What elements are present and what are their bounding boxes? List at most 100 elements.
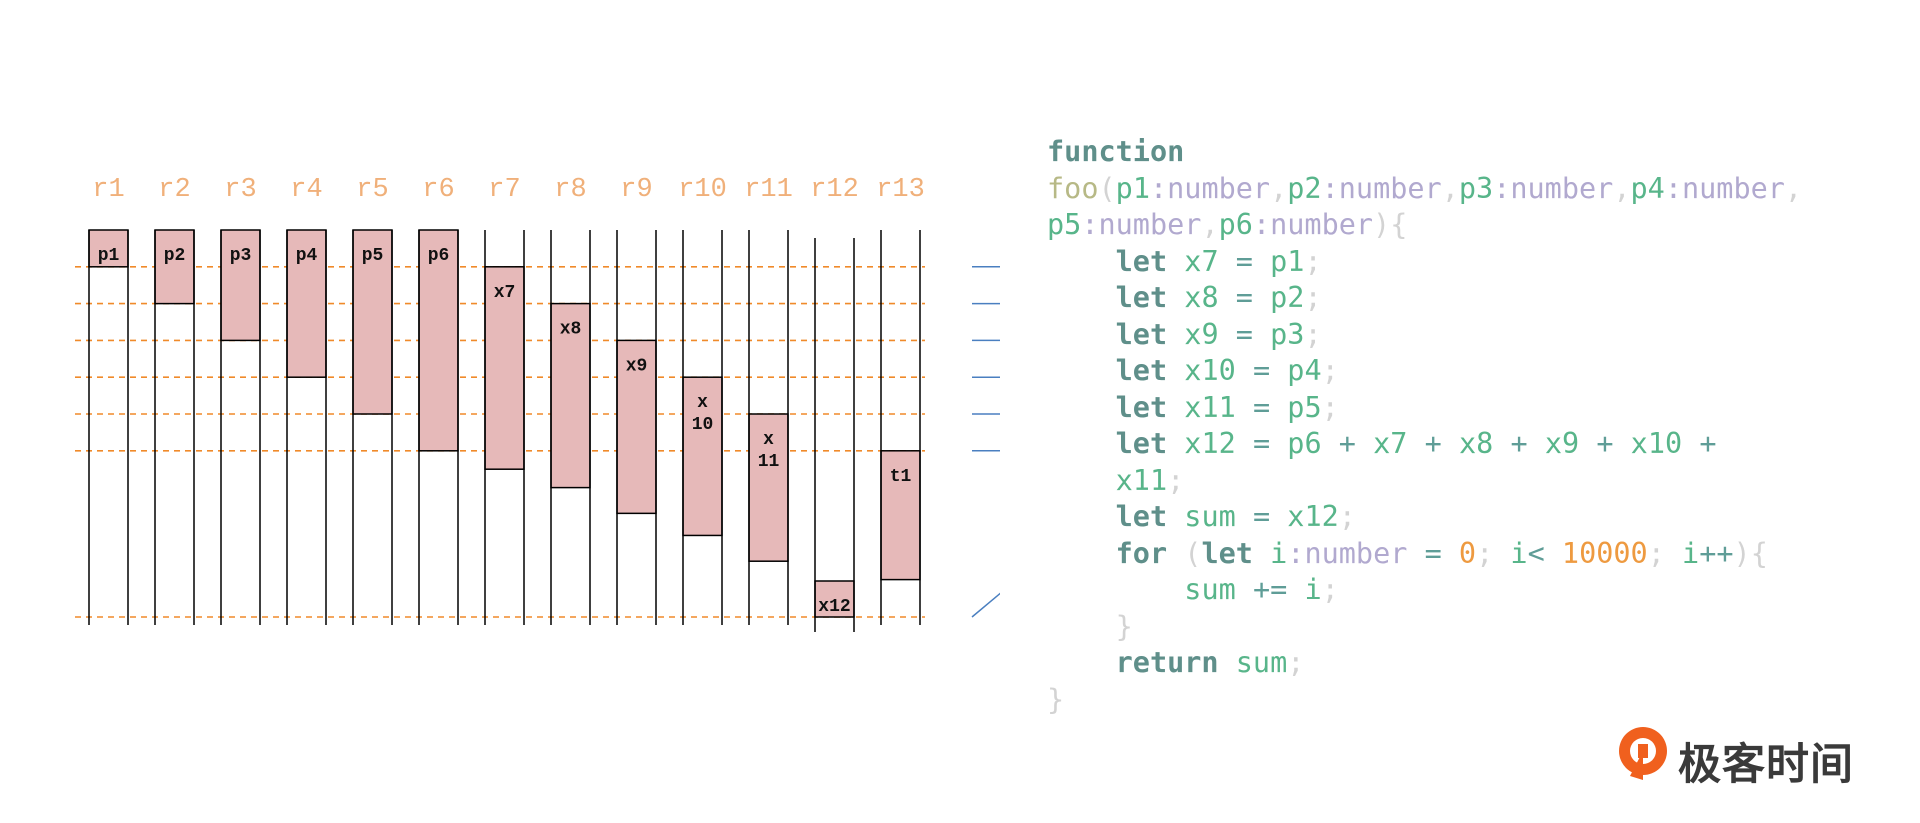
code-token bbox=[1167, 281, 1184, 314]
code-token: = bbox=[1235, 244, 1253, 278]
brand-name: 极客时间 bbox=[1678, 740, 1854, 790]
code-token: x11 bbox=[1184, 390, 1236, 424]
code-token: = bbox=[1235, 317, 1253, 351]
code-line: let sum = x12; bbox=[1047, 499, 1802, 536]
code-line: let x8 = p2; bbox=[1047, 280, 1802, 317]
variable-label-6: x7 bbox=[494, 283, 516, 303]
code-token: = bbox=[1252, 500, 1271, 533]
code-token: sum bbox=[1184, 573, 1236, 606]
code-token bbox=[1047, 281, 1116, 314]
code-line: for (let i:number = 0; i< 10000; i++){ bbox=[1047, 536, 1802, 573]
code-token bbox=[1167, 427, 1184, 460]
code-token: ; bbox=[1321, 354, 1339, 387]
code-token bbox=[1253, 318, 1270, 351]
code-token: ; bbox=[1167, 463, 1185, 497]
code-token: x7 bbox=[1373, 427, 1408, 460]
code-token: ; bbox=[1321, 573, 1339, 606]
live-range-box bbox=[286, 229, 327, 378]
code-token: p1 bbox=[1115, 171, 1150, 205]
code-token: , bbox=[1201, 208, 1219, 241]
code-token: + bbox=[1338, 427, 1356, 460]
variable-label-4: p5 bbox=[362, 246, 384, 266]
code-token: foo bbox=[1047, 171, 1099, 205]
register-label-r10: r10 bbox=[678, 175, 727, 205]
code-token bbox=[1442, 427, 1459, 460]
code-token: p4 bbox=[1287, 354, 1322, 387]
code-token bbox=[1219, 245, 1236, 278]
code-line: let x11 = p5; bbox=[1047, 390, 1802, 427]
code-token: ){ bbox=[1733, 536, 1768, 570]
code-token: i bbox=[1304, 573, 1322, 606]
code-token bbox=[1219, 318, 1236, 351]
code-token: let bbox=[1115, 500, 1168, 533]
code-token: + bbox=[1596, 427, 1614, 460]
code-token: let bbox=[1115, 244, 1168, 278]
code-token: 0 bbox=[1458, 536, 1477, 570]
code-token: = bbox=[1252, 390, 1271, 424]
code-token: ; bbox=[1647, 536, 1683, 570]
code-token bbox=[1356, 427, 1373, 460]
code-token: let bbox=[1115, 427, 1168, 460]
code-token bbox=[1167, 354, 1184, 387]
register-label-r8: r8 bbox=[554, 175, 586, 205]
variable-label-part: x12 bbox=[818, 597, 850, 617]
register-label-r12: r12 bbox=[810, 175, 859, 205]
variable-label-part: p6 bbox=[428, 246, 450, 266]
code-token: = bbox=[1424, 536, 1442, 570]
code-token: + bbox=[1510, 427, 1528, 460]
code-token bbox=[1047, 537, 1116, 570]
code-line: let x12 = p6 + x7 + x8 + x9 + x10 + bbox=[1047, 426, 1802, 463]
code-token bbox=[1236, 391, 1253, 424]
variable-label-10: x 11 bbox=[758, 430, 780, 472]
code-token bbox=[1407, 537, 1424, 570]
variable-label-5: p6 bbox=[428, 246, 450, 266]
code-line: sum += i; bbox=[1047, 572, 1802, 609]
code-token bbox=[1167, 318, 1184, 351]
code-token bbox=[1047, 646, 1116, 679]
code-token bbox=[1493, 427, 1510, 460]
code-token: p5 bbox=[1047, 208, 1082, 241]
code-token bbox=[1253, 281, 1270, 314]
code-token bbox=[1682, 427, 1699, 460]
variable-label-part: x7 bbox=[494, 283, 516, 303]
code-token: return bbox=[1115, 646, 1219, 679]
code-token bbox=[1407, 427, 1424, 460]
code-token: x7 bbox=[1184, 244, 1219, 278]
code-token bbox=[1219, 646, 1236, 679]
code-line: p5:number,p6:number){ bbox=[1047, 207, 1802, 244]
variable-label-part: x bbox=[763, 430, 774, 450]
code-token bbox=[1236, 427, 1253, 460]
code-token: p6 bbox=[1218, 208, 1253, 241]
code-token: } bbox=[1047, 682, 1065, 716]
statement-arrows bbox=[971, 266, 1000, 618]
code-token: ( bbox=[1167, 536, 1202, 570]
register-labels: r1 r2 r3 r4 r5 r6 r7 r8 r9 r10 r11 r12 r13 bbox=[92, 175, 925, 205]
code-token: let bbox=[1115, 354, 1168, 387]
code-token: ; bbox=[1287, 646, 1305, 679]
code-token: let bbox=[1201, 536, 1253, 570]
code-line: } bbox=[1047, 682, 1802, 719]
register-label-r13: r13 bbox=[876, 175, 925, 205]
code-token bbox=[1545, 537, 1562, 570]
code-token: = bbox=[1252, 354, 1271, 387]
code-token bbox=[1047, 500, 1116, 533]
live-range-diagram: r1 r2 r3 r4 r5 r6 r7 r8 r9 r10 r11 r12 r13 p1 p2 p3 p4 p… bbox=[75, 175, 1000, 632]
code-token: ; bbox=[1476, 536, 1511, 570]
code-token: , bbox=[1784, 171, 1803, 205]
code-token: x10 bbox=[1184, 354, 1236, 387]
register-label-r6: r6 bbox=[422, 175, 454, 205]
code-token bbox=[1253, 537, 1270, 570]
code-token: ( bbox=[1098, 171, 1116, 205]
code-line: function bbox=[1047, 134, 1802, 171]
code-line: foo(p1:number,p2:number,p3:number,p4:num… bbox=[1047, 171, 1802, 208]
variable-label-part: p3 bbox=[230, 246, 252, 266]
code-token: i bbox=[1270, 536, 1288, 570]
code-token bbox=[1236, 573, 1253, 606]
code-token bbox=[1322, 427, 1339, 460]
variable-label-7: x8 bbox=[560, 320, 582, 340]
code-token: p5 bbox=[1287, 390, 1322, 424]
code-token: p1 bbox=[1270, 244, 1305, 278]
code-token: , bbox=[1441, 171, 1459, 205]
code-line: let x7 = p1; bbox=[1047, 244, 1802, 281]
code-token: i bbox=[1682, 536, 1700, 570]
